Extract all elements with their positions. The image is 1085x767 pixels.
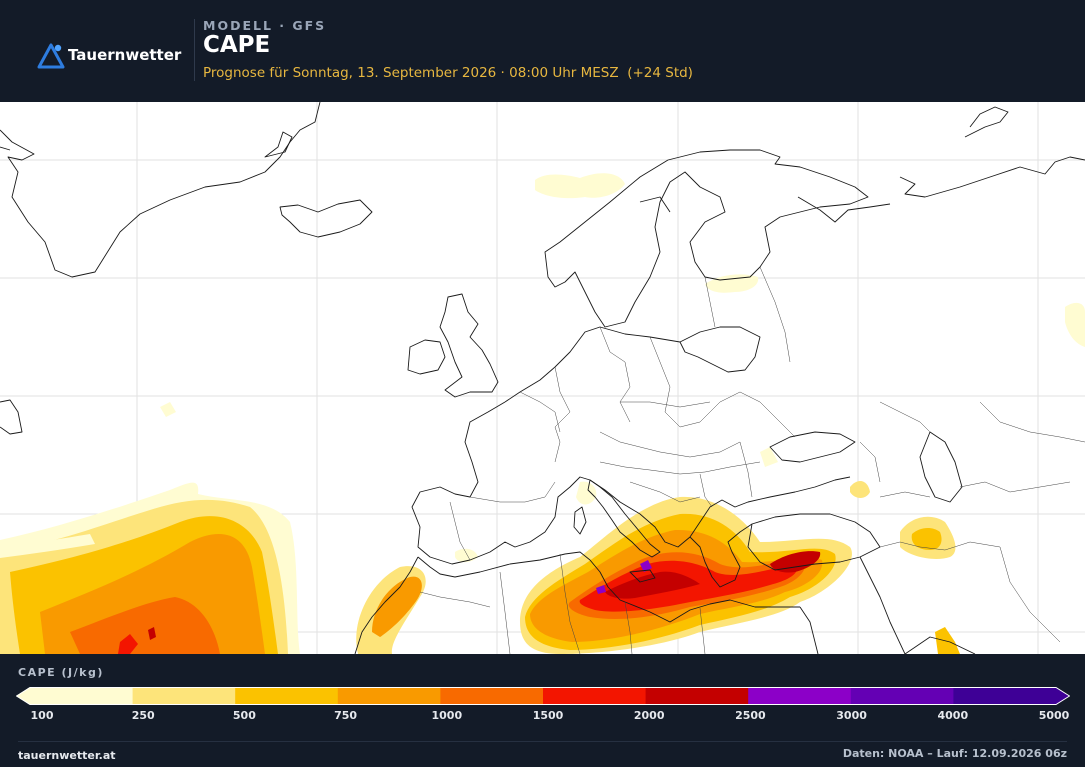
cape-map[interactable]	[0, 102, 1085, 654]
scale-segment	[235, 687, 339, 705]
color-scale	[16, 687, 1070, 705]
legend-tick-label: 4000	[937, 709, 969, 722]
page-title: CAPE	[203, 32, 271, 58]
legend-tick-label: 3000	[836, 709, 867, 722]
legend-tick-label: 100	[30, 709, 54, 722]
scale-arrow-left	[16, 687, 30, 705]
forecast-time: Prognose für Sonntag, 13. September 2026…	[203, 65, 693, 81]
scale-segment	[953, 687, 1057, 705]
footer-divider	[18, 741, 1067, 742]
legend-tick-label: 1000	[431, 709, 463, 722]
scale-segment	[850, 687, 954, 705]
legend-tick-label: 250	[131, 709, 155, 722]
header-divider	[194, 19, 195, 81]
country-borders	[419, 266, 1085, 654]
scale-segment	[645, 687, 749, 705]
scale-segment	[337, 687, 441, 705]
legend-tick-label: 1500	[532, 709, 564, 722]
mountain-triangle-icon	[37, 43, 65, 69]
brand-name: Tauernwetter	[68, 46, 182, 64]
brand-logo[interactable]: Tauernwetter	[36, 40, 181, 70]
legend-tick-label: 5000	[1038, 709, 1070, 722]
legend-tick-label: 500	[232, 709, 256, 722]
scale-arrow-right	[1056, 687, 1070, 705]
legend-title: CAPE (J/kg)	[18, 666, 104, 679]
coastlines	[0, 102, 1085, 654]
data-source: Daten: NOAA – Lauf: 12.09.2026 06z	[842, 747, 1067, 760]
scale-outline	[16, 687, 1070, 705]
map-canvas	[0, 102, 1085, 654]
legend-tick-label: 750	[334, 709, 358, 722]
site-link[interactable]: tauernwetter.at	[18, 749, 116, 762]
legend: CAPE (J/kg) 100 250 500 750 1000 1500 2000 2500…	[0, 654, 1085, 767]
legend-tick-label: 2000	[633, 709, 665, 722]
scale-segment	[132, 687, 236, 705]
scale-segment	[30, 687, 134, 705]
legend-tick-label: 2500	[735, 709, 766, 722]
scale-segment	[748, 687, 852, 705]
model-label: MODELL · GFS	[203, 18, 327, 33]
header: Tauernwetter MODELL · GFS CAPE Prognose …	[0, 0, 1085, 102]
cape-field	[0, 173, 1085, 654]
scale-segment	[440, 687, 544, 705]
scale-segment	[543, 687, 647, 705]
